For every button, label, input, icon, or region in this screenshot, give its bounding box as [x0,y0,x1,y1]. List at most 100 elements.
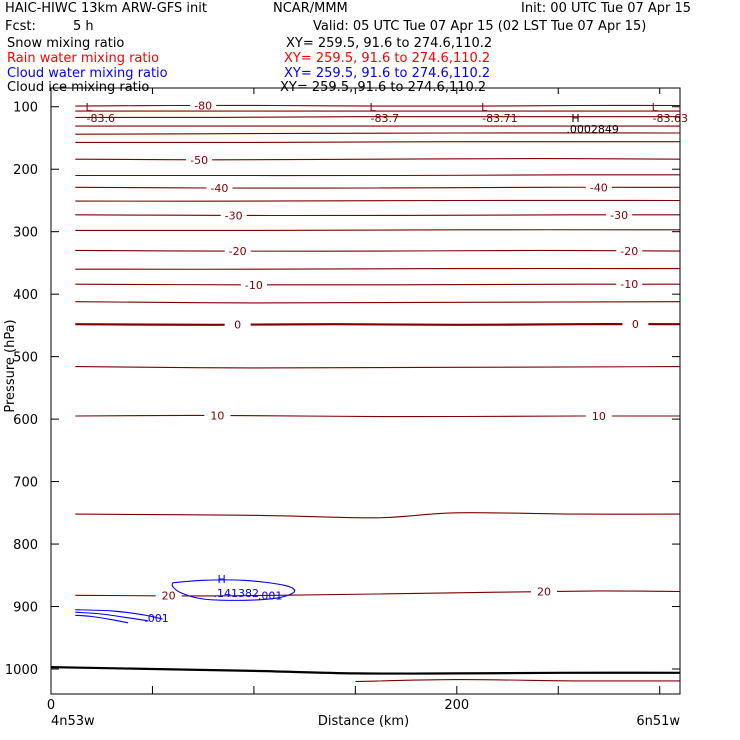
contour-label-bg [622,318,649,331]
contour-label-bg [220,209,247,222]
temperature-contour [75,366,681,369]
temperature-contour [75,116,680,118]
terrain-line [50,666,681,675]
y-tick-label: 400 [13,288,38,303]
temperature-contour [75,283,681,286]
plot-title: HAIC-HIWC 13km ARW-GFS init [5,1,207,16]
cloud-water-label: .001 [144,612,169,625]
legend-rain-xy: XY= 259.5, 91.6 to 274.6,110.2 [284,51,491,66]
y-axis-label: Pressure (hPa) [3,319,18,412]
init-time: Init: 00 UTC Tue 07 Apr 15 [521,1,692,16]
temperature-contour [75,323,681,326]
temperature-contour [75,214,681,217]
temperature-contour [75,590,681,597]
cloud-water-contours: .001 .001 H.141382 [75,573,296,625]
org-label: NCAR/MMM [273,1,348,16]
forecast-label: Fcst: [5,19,36,34]
contour-label-bg [155,589,182,602]
temperature-contour [75,132,681,135]
contour-label: -10 [245,279,263,292]
y-tick-label: 700 [13,476,38,491]
extrema-marks: L-83.6L-83.7L-83.71L-83.63H.0002849 [85,101,688,136]
contour-label: -20 [620,245,638,258]
temperature-contour [355,679,681,683]
contour-label-bg [240,278,267,291]
temperature-contour [75,186,681,189]
temperature-contours: -80 -50 -40 -40 -30 -30 -20 -20 -10 -10 0 0 10 10 20 20 [75,99,681,683]
low-mark: L [652,101,659,114]
contour-label: -30 [610,209,628,222]
contour-label-bg [531,585,558,598]
temperature-contour [75,267,681,270]
cloud-water-max-value: .141382 [213,587,259,600]
high-mark: H [571,112,579,125]
cloud-water-contour [75,609,163,620]
low-mark: L [370,101,377,114]
cloud-water-contour [75,611,149,622]
legend-snow-xy: XY= 259.5, 91.6 to 274.6,110.2 [286,36,493,51]
contour-label-bg [186,153,213,166]
contour-label: -40 [590,181,608,194]
contour-label: 0 [234,319,241,332]
contour-label-bg [585,181,612,194]
contour-label-bg [616,278,643,291]
temperature-contour [75,512,681,519]
low-value: -83.63 [653,112,688,125]
contour-label: 10 [210,409,224,422]
contour-label-bg [204,409,231,422]
cloud-water-max-mark: H [217,573,225,586]
y-tick-label: 800 [13,538,38,553]
temperature-contour [75,249,681,252]
temperature-contour [75,199,681,202]
contour-label-bg [585,409,612,422]
temperature-contour [75,141,681,143]
low-mark: L [481,101,488,114]
temperature-contour [75,174,681,177]
x-endpoint-right: 6n51w [636,714,680,729]
contour-label-bg [224,245,251,258]
valid-time: Valid: 05 UTC Tue 07 Apr 15 (02 LST Tue … [313,19,647,34]
contour-label-bg [206,181,233,194]
low-value: -83.7 [371,112,399,125]
temperature-contour [75,301,681,304]
legend-cloud-water-xy: XY= 259.5, 91.6 to 274.6,110.2 [284,66,491,81]
contour-label: -50 [190,154,208,167]
forecast-hours: 5 h [73,19,94,34]
contour-label: 0 [632,318,639,331]
y-tick-label: 100 [13,101,38,116]
terrain-surface [50,666,681,675]
cloud-water-label: .001 [258,589,283,602]
contour-label: 20 [162,590,176,603]
low-value: -83.71 [482,112,517,125]
contour-label: -40 [210,182,228,195]
contour-label-bg [224,318,251,331]
y-tick-label: 500 [13,351,38,366]
contour-label: 10 [592,410,606,423]
x-tick-label: 200 [444,698,469,713]
contour-label: -30 [225,209,243,222]
y-tick-label: 900 [13,601,38,616]
legend-cloud-water-name: Cloud water mixing ratio [7,66,168,81]
legend-rain-name: Rain water mixing ratio [7,51,160,66]
contour-label: -10 [620,278,638,291]
legend-snow-name: Snow mixing ratio [7,36,125,51]
contour-label: -20 [229,245,247,258]
plot-frame [50,87,681,695]
low-mark: L [85,101,92,114]
cloud-water-contour [75,614,129,624]
low-value: -83.6 [86,112,114,125]
x-endpoint-left: 4n53w [51,714,95,729]
temperature-contour [75,229,681,231]
contour-label: 20 [537,586,551,599]
y-tick-label: 300 [13,226,38,241]
y-tick-label: 200 [13,163,38,178]
contour-label-bg [190,99,217,112]
x-axis-label: Distance (km) [318,714,409,729]
contour-label-bg [606,208,633,221]
temperature-contour [75,104,681,107]
temperature-contour [75,158,681,161]
high-value: .0002849 [566,123,619,136]
contour-label: -80 [194,99,212,112]
